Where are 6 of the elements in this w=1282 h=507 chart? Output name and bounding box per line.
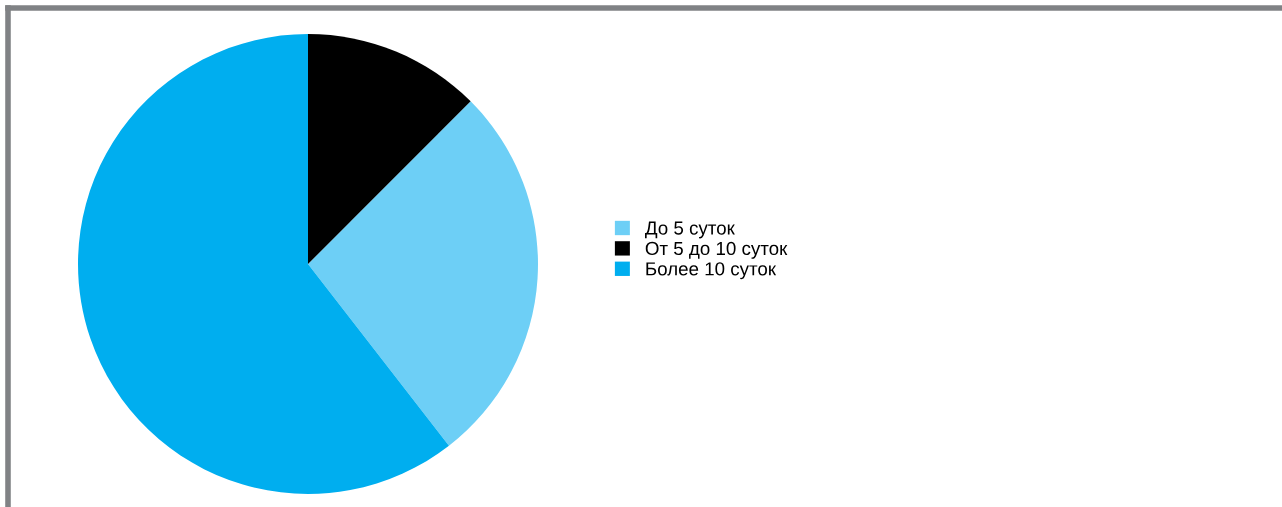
pie-slice	[308, 101, 538, 446]
legend-label: До 5 суток	[645, 221, 735, 239]
legend-label: От 5 до 10 суток	[645, 241, 788, 259]
pie-slice	[78, 34, 449, 494]
legend-label: Более 10 суток	[646, 262, 777, 280]
pie-slice	[308, 34, 471, 264]
